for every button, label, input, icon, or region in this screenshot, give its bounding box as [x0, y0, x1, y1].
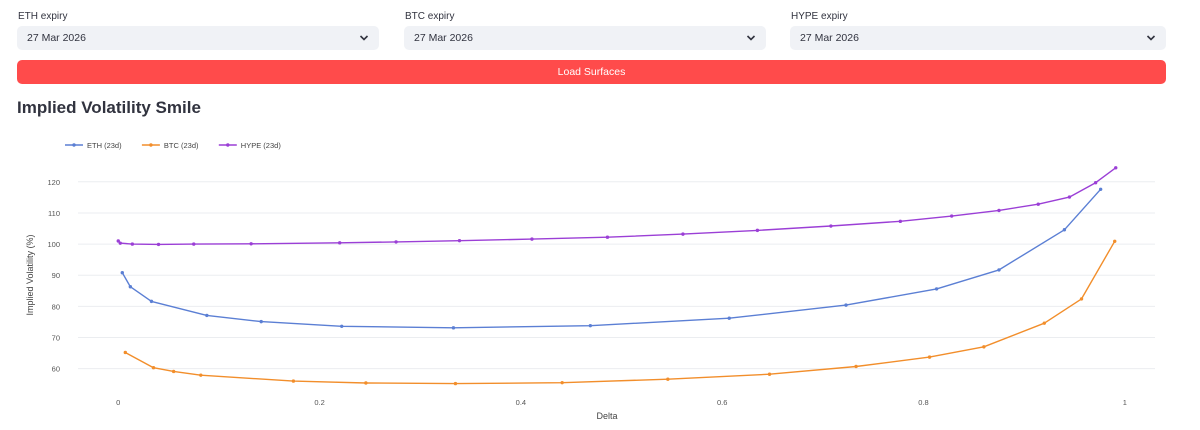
iv-smile-chart: 0 0.2 0.4 0.6 0.8 1 60 70 80 90 100 110 120 ETH (23…	[25, 141, 1155, 421]
data-point	[340, 324, 344, 328]
data-point	[666, 377, 670, 381]
data-point	[149, 299, 154, 304]
y-tick-label: 120	[47, 178, 60, 187]
eth-expiry-label: ETH expiry	[18, 11, 68, 22]
data-point	[394, 240, 398, 244]
y-tick-label: 60	[52, 365, 60, 374]
legend-marker	[149, 143, 153, 147]
data-point	[898, 219, 903, 224]
chevron-down-icon	[746, 35, 756, 41]
data-point	[530, 237, 534, 241]
y-tick-label: 100	[47, 240, 60, 249]
data-point	[120, 271, 124, 275]
y-tick-label: 90	[52, 271, 60, 280]
data-point	[560, 380, 564, 385]
y-tick-label: 70	[52, 334, 60, 343]
data-point	[205, 313, 209, 318]
data-point	[451, 326, 456, 330]
btc-expiry-value: 27 Mar 2026	[414, 32, 473, 44]
expiry-controls: ETH expiry 27 Mar 2026 BTC expiry 27 Mar…	[17, 0, 1167, 52]
data-point	[844, 303, 848, 307]
series-line	[121, 188, 1102, 329]
legend-marker	[72, 143, 76, 147]
y-axis-title: Implied Volatility (%)	[25, 234, 35, 315]
data-point	[123, 350, 128, 355]
hype-expiry-label: HYPE expiry	[791, 11, 848, 22]
data-point	[1098, 187, 1103, 191]
series-line	[117, 167, 1117, 246]
data-point	[199, 373, 203, 377]
data-point	[927, 355, 932, 359]
data-point	[118, 241, 122, 245]
eth-expiry-value: 27 Mar 2026	[27, 32, 86, 44]
chevron-down-icon	[1146, 35, 1156, 41]
legend-entry[interactable]: ETH (23d)	[87, 141, 122, 150]
legend-entry[interactable]: BTC (23d)	[164, 141, 199, 150]
x-axis-ticks: 0 0.2 0.4 0.6 0.8 1	[116, 398, 1127, 407]
data-point	[854, 364, 858, 369]
data-point	[1042, 321, 1046, 325]
data-point	[259, 319, 263, 324]
chart-legend: ETH (23d) BTC (23d) HYPE (23d)	[65, 141, 281, 150]
data-point	[453, 381, 458, 386]
data-point	[727, 316, 731, 320]
x-tick-label: 0	[116, 398, 120, 407]
data-point	[681, 232, 685, 236]
data-point	[156, 242, 161, 247]
data-point	[457, 238, 462, 243]
data-point	[171, 369, 176, 374]
data-point	[767, 372, 772, 376]
data-point	[605, 235, 610, 239]
eth-expiry-select[interactable]: 27 Mar 2026	[17, 26, 379, 50]
x-tick-label: 0.4	[516, 398, 526, 407]
x-tick-label: 0.6	[717, 398, 727, 407]
y-axis-ticks: 60 70 80 90 100 110 120	[47, 178, 60, 374]
data-point	[755, 228, 760, 233]
data-point	[1036, 202, 1040, 206]
data-point	[1114, 166, 1118, 170]
hype-expiry-select[interactable]: 27 Mar 2026	[790, 26, 1166, 50]
x-tick-label: 0.8	[918, 398, 928, 407]
data-point	[982, 345, 986, 349]
data-point	[128, 285, 133, 289]
data-point	[829, 224, 833, 228]
data-point	[116, 239, 120, 243]
data-point	[1062, 228, 1067, 232]
data-point	[364, 381, 368, 385]
load-surfaces-button[interactable]: Load Surfaces	[17, 60, 1166, 84]
data-point	[151, 366, 156, 370]
chart-series	[116, 166, 1118, 386]
hype-expiry-value: 27 Mar 2026	[800, 32, 859, 44]
x-tick-label: 0.2	[314, 398, 324, 407]
data-point	[997, 268, 1001, 272]
y-tick-label: 80	[52, 302, 60, 311]
chevron-down-icon	[359, 35, 369, 41]
series-line	[124, 240, 1116, 385]
data-point	[291, 379, 296, 383]
data-point	[1079, 297, 1084, 301]
data-point	[588, 323, 593, 328]
data-point	[338, 241, 342, 245]
data-point	[934, 287, 939, 291]
page-title: Implied Volatility Smile	[17, 98, 201, 117]
data-point	[130, 242, 135, 246]
y-tick-label: 110	[48, 209, 60, 218]
x-axis-title: Delta	[596, 411, 617, 421]
legend-marker	[226, 143, 230, 147]
data-point	[997, 208, 1001, 213]
data-point	[1113, 239, 1117, 243]
data-point	[1067, 195, 1072, 199]
x-tick-label: 1	[1123, 398, 1127, 407]
data-point	[192, 242, 196, 246]
data-point	[249, 242, 253, 246]
legend-entry[interactable]: HYPE (23d)	[241, 141, 282, 150]
data-point	[949, 214, 954, 218]
data-point	[1093, 181, 1098, 185]
btc-expiry-label: BTC expiry	[405, 11, 455, 22]
btc-expiry-select[interactable]: 27 Mar 2026	[404, 26, 766, 50]
grid-lines	[78, 181, 1155, 370]
